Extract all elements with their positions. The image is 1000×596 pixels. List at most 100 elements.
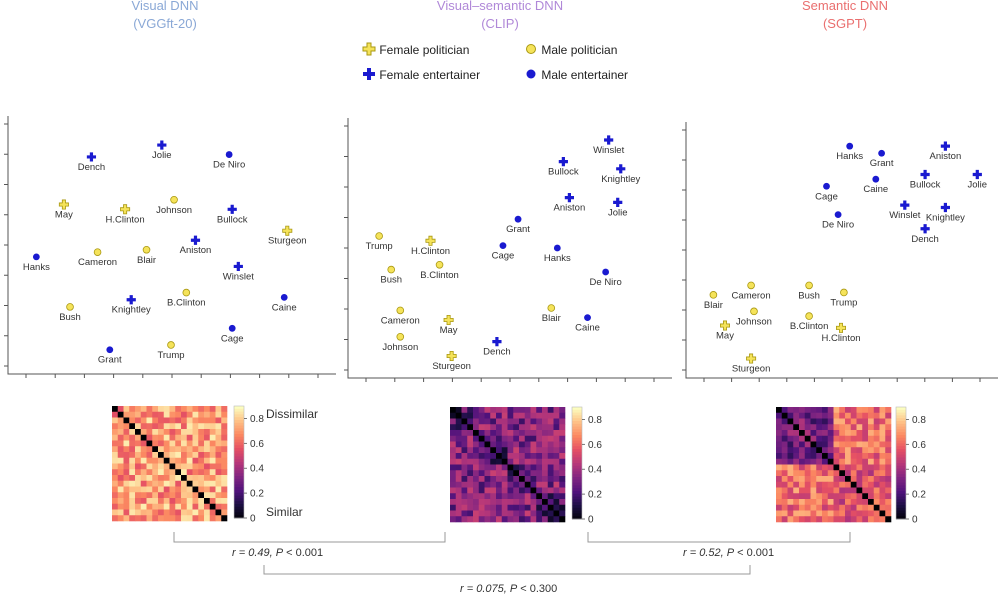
heatmap-cell — [879, 476, 886, 483]
heatmap-cell — [467, 453, 474, 460]
heatmap-cell — [501, 418, 508, 425]
heatmap-cell — [827, 470, 834, 477]
heatmap-cell — [478, 407, 485, 414]
heatmap-cell — [163, 503, 170, 510]
heatmap-cell — [158, 423, 165, 430]
heatmap-cell — [879, 464, 886, 471]
heatmap-cell — [204, 463, 211, 470]
heatmap-cell — [192, 417, 199, 424]
heatmap-cell — [513, 510, 520, 517]
heatmap-cell — [513, 504, 520, 511]
heatmap-cell — [221, 406, 228, 413]
heatmap-cell — [868, 447, 875, 454]
heatmap-cell — [467, 470, 474, 477]
heatmap-cell — [873, 504, 880, 511]
colorbar-frame — [895, 406, 907, 520]
heatmap-cell — [129, 434, 136, 441]
heatmap-cell — [455, 481, 462, 488]
heatmap-cell — [169, 417, 176, 424]
heatmap-cell — [123, 515, 130, 522]
heatmap-cell — [186, 457, 193, 464]
heatmap-cell — [192, 480, 199, 487]
colorbar-segment — [234, 492, 244, 496]
heatmap-cell — [450, 424, 457, 431]
colorbar-segment — [896, 471, 906, 475]
heatmap-cell — [862, 418, 869, 425]
heatmap-cell — [862, 487, 869, 494]
heatmap-cell — [209, 509, 216, 516]
heatmap-cell — [856, 407, 863, 414]
heatmap-cell — [850, 447, 857, 454]
heatmap-cell — [536, 476, 543, 483]
heatmap-cell — [129, 417, 136, 424]
heatmap-cell — [547, 435, 554, 442]
point-label: May — [716, 331, 734, 342]
heatmap-cell — [215, 480, 222, 487]
heatmap-cell — [140, 423, 147, 430]
heatmap-cell — [146, 475, 153, 482]
heatmap-cell — [221, 463, 228, 470]
heatmap-cell — [845, 487, 852, 494]
heatmap-cell — [484, 435, 491, 442]
heatmap-cell — [873, 499, 880, 506]
heatmap-cell — [117, 411, 124, 418]
heatmap-cell — [524, 481, 531, 488]
heatmap-cell — [112, 429, 119, 436]
heatmap-cell — [530, 481, 537, 488]
heatmap-cell — [501, 447, 508, 454]
heatmap-cell — [478, 487, 485, 494]
heatmap-cell — [507, 447, 514, 454]
heatmap-cell — [204, 457, 211, 464]
heatmap-cell — [490, 435, 497, 442]
heatmap-cell — [856, 453, 863, 460]
heatmap-cell — [123, 406, 130, 413]
heatmap-cell — [827, 504, 834, 511]
heatmap-cell — [536, 504, 543, 511]
heatmap-cell — [845, 435, 852, 442]
heatmap-cell — [524, 435, 531, 442]
heatmap-cell — [496, 476, 503, 483]
point-label: Cameron — [78, 257, 117, 268]
heatmap-cell — [496, 453, 503, 460]
heatmap-cell — [833, 476, 840, 483]
colorbar-segment — [572, 507, 582, 511]
heatmap-cell — [519, 464, 526, 471]
marker-hclinton — [120, 204, 131, 215]
colorbar-segment — [896, 426, 906, 430]
heatmap-cell — [793, 481, 800, 488]
heatmap-cell — [152, 457, 159, 464]
heatmap-cell — [810, 516, 817, 523]
heatmap-cell — [135, 434, 142, 441]
heatmap-cell — [513, 493, 520, 500]
marker-grant — [514, 215, 522, 223]
heatmap-cell — [450, 504, 457, 511]
heatmap-cell — [816, 493, 823, 500]
heatmap-cell — [198, 480, 205, 487]
heatmap-cell — [519, 487, 526, 494]
heatmap-cell — [879, 407, 886, 414]
marker-dench — [492, 337, 502, 347]
colorbar-segment — [896, 474, 906, 478]
heatmap-cell — [856, 476, 863, 483]
heatmap-cell — [209, 486, 216, 493]
marker-jolie — [613, 197, 623, 207]
heatmap-cell — [804, 441, 811, 448]
heatmap-cell — [799, 487, 806, 494]
heatmap-cell — [181, 515, 188, 522]
colorbar-segment — [572, 516, 582, 520]
heatmap-cell — [559, 453, 566, 460]
heatmap-cell — [776, 453, 783, 460]
heatmap-cell — [804, 499, 811, 506]
heatmap-cell — [822, 493, 829, 500]
heatmap-cell — [467, 412, 474, 419]
heatmap-cell — [146, 446, 153, 453]
heatmap-cell — [169, 434, 176, 441]
heatmap-cell — [209, 475, 216, 482]
heatmap-cell — [868, 510, 875, 517]
heatmap-cell — [135, 429, 142, 436]
heatmap-cell — [478, 458, 485, 465]
heatmap-cell — [123, 463, 130, 470]
heatmap-cell — [804, 418, 811, 425]
colorbar-segment — [234, 431, 244, 435]
heatmap-cell — [215, 509, 222, 516]
